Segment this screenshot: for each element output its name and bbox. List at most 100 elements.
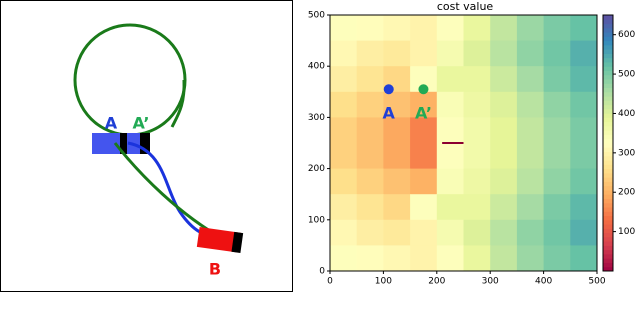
heat-cell [570, 245, 598, 272]
heat-cell [410, 91, 438, 118]
colorbar-step [603, 121, 613, 127]
colorbar-step [603, 147, 613, 153]
colorbar-step [603, 185, 613, 191]
heat-cell [543, 168, 571, 195]
heat-cell [570, 143, 598, 170]
label-a-prime: A’ [133, 114, 150, 133]
pose-marker [140, 133, 150, 154]
colorbar-step [603, 87, 613, 93]
heat-cell [383, 40, 411, 67]
colorbar-step [603, 49, 613, 54]
colorbar-step [603, 202, 613, 208]
colorbar-step [603, 164, 613, 170]
plot-frame [329, 14, 598, 272]
goal-body [196, 227, 242, 253]
colorbar-step [603, 53, 613, 59]
y-tick-label: 400 [308, 62, 325, 72]
pose-marker [120, 133, 127, 154]
colorbar-step [603, 151, 613, 157]
heat-cell [543, 143, 571, 170]
heat-cell [516, 117, 545, 144]
colorbar-step [603, 232, 613, 238]
heat-cell [516, 219, 545, 246]
colorbar-step [603, 66, 613, 71]
y-tick-label: 200 [308, 164, 325, 174]
y-tick-label: 500 [308, 11, 325, 21]
heat-cell [356, 245, 384, 272]
heat-cell [490, 91, 518, 118]
heat-cell [330, 245, 358, 272]
heat-cell [410, 15, 438, 42]
heat-cell [356, 66, 384, 93]
heat-cell [490, 40, 518, 67]
colorbar-step [603, 125, 613, 131]
colorbar-step [603, 198, 613, 204]
colorbar-tick-label: 400 [618, 109, 635, 119]
heat-cell [490, 15, 518, 42]
heat-cell [570, 91, 598, 118]
heat-cell [570, 15, 598, 42]
heat-cell [410, 245, 438, 272]
heat-cell [330, 219, 358, 246]
colorbar-step [603, 32, 613, 37]
colorbar-step [603, 113, 613, 118]
heat-cell [436, 91, 464, 118]
point-label: A [383, 104, 396, 123]
heat-cell [490, 143, 518, 170]
point [418, 84, 429, 95]
colorbar-step [603, 172, 613, 178]
heat-cell [383, 219, 411, 246]
colorbar-step [603, 83, 613, 89]
colorbar-step [603, 57, 613, 63]
heat-cell [463, 245, 491, 272]
colorbar-step [603, 143, 613, 148]
heat-cell [516, 15, 545, 42]
heat-cell [543, 40, 571, 67]
heat-cell [330, 66, 358, 93]
colorbar-step [603, 228, 613, 234]
colorbar-step [603, 74, 613, 80]
colorbar-step [603, 207, 613, 212]
heat-cell [410, 40, 438, 67]
colorbar-step [603, 130, 613, 135]
heat-cell [543, 245, 571, 272]
colorbar-step [603, 108, 613, 114]
y-tick-label: 100 [308, 215, 325, 225]
colorbar-step [603, 36, 613, 42]
heat-cell [570, 66, 598, 93]
heat-cell [543, 91, 571, 118]
colorbar-step [603, 61, 613, 67]
colorbar-step [603, 245, 613, 251]
heat-cell [383, 117, 411, 144]
heat-cell [543, 117, 571, 144]
heat-cell [356, 143, 384, 170]
heat-cell [356, 194, 384, 221]
heat-cell [436, 117, 464, 144]
colorbar-step [603, 96, 613, 101]
heat-cell [410, 143, 438, 170]
path-diagram: A A’ B [0, 0, 293, 292]
heat-cell [383, 143, 411, 170]
heat-cell [436, 245, 464, 272]
heat-cell [410, 168, 438, 195]
heat-cell [463, 143, 491, 170]
colorbar-step [603, 258, 613, 263]
heat-cell [410, 194, 438, 221]
point [383, 84, 394, 95]
heat-cell [330, 15, 358, 42]
heat-cell [410, 117, 438, 144]
colorbar-tick-label: 600 [618, 30, 635, 40]
heat-cell [383, 245, 411, 272]
heat-cell [383, 15, 411, 42]
heat-cell [490, 117, 518, 144]
colorbar-tick-label: 500 [618, 70, 635, 80]
colorbar-step [603, 189, 613, 195]
colorbar-step [603, 253, 613, 259]
heat-cell [436, 40, 464, 67]
x-tick-label: 400 [535, 277, 552, 287]
heat-cell [383, 194, 411, 221]
heat-cell [463, 117, 491, 144]
heat-cell [436, 168, 464, 195]
x-tick-label: 300 [482, 277, 499, 287]
